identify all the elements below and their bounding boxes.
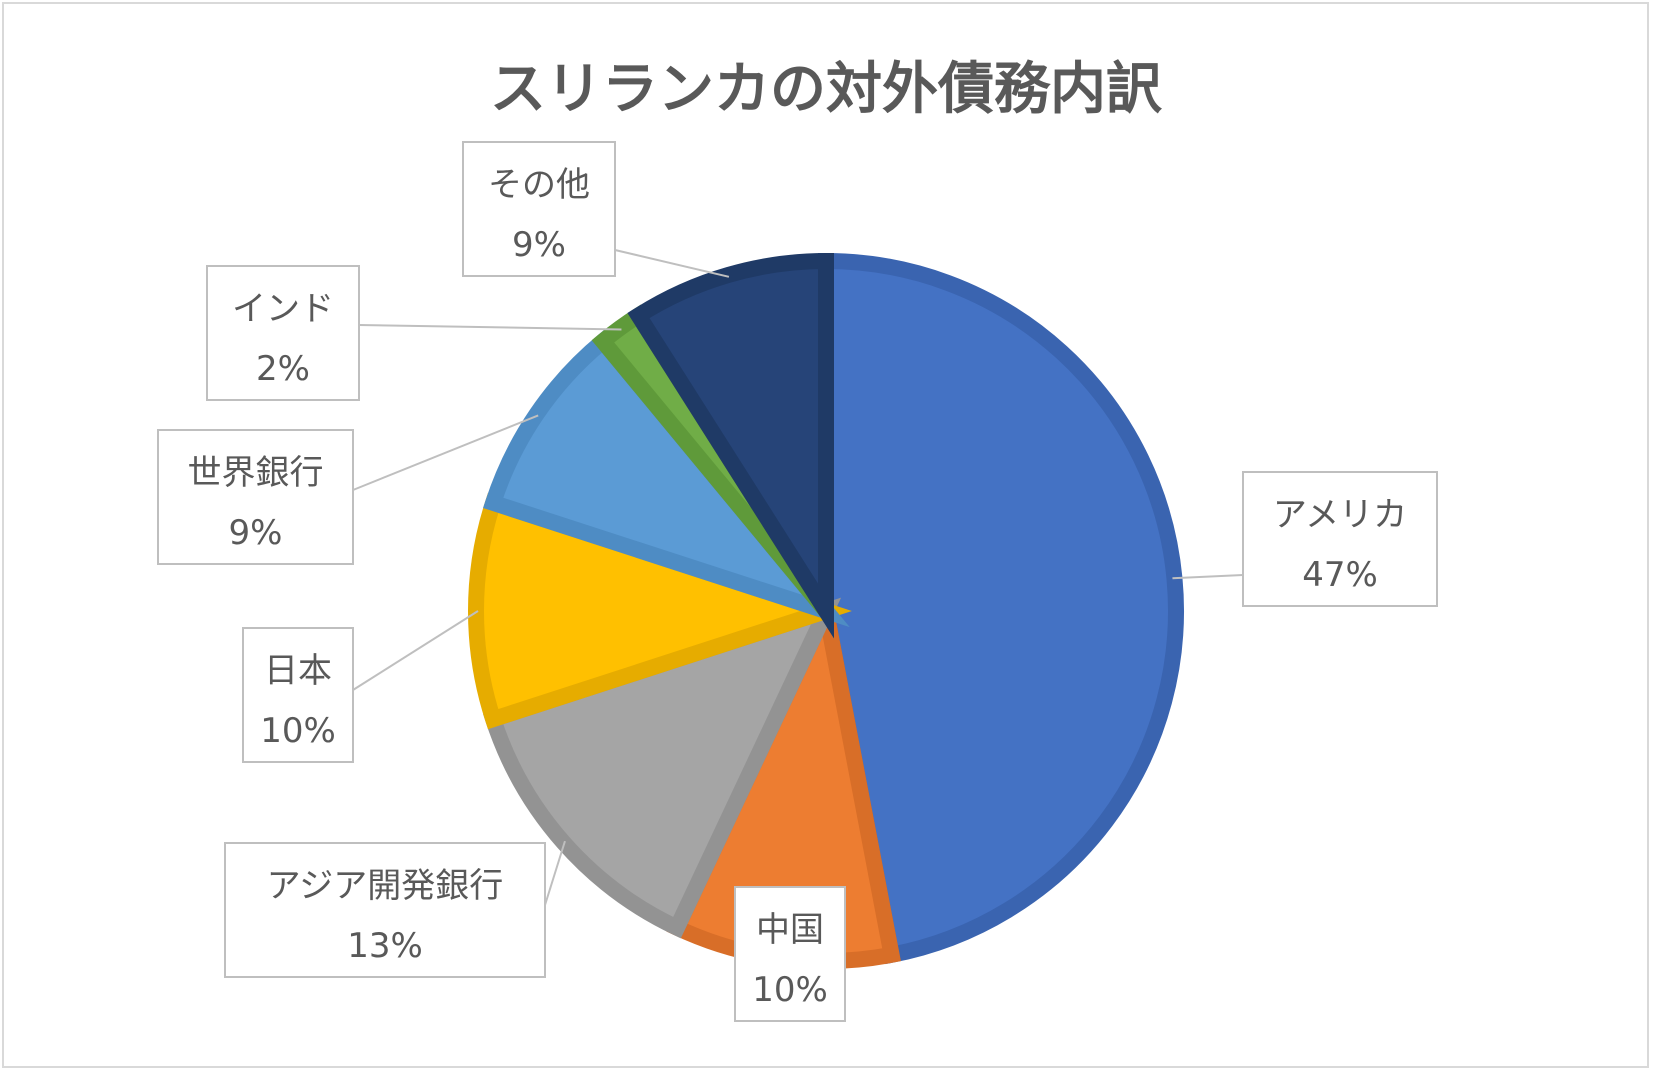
data-label-category: その他: [488, 165, 590, 205]
data-label-percent: 9%: [512, 225, 566, 265]
pie-slice: [468, 492, 852, 730]
leader-line: [1172, 574, 1244, 580]
data-label-category: 中国: [756, 910, 824, 950]
data-label-percent: 10%: [260, 711, 336, 751]
data-labels: アメリカ 47% 中国 10% アジア開発銀行 13% 日本 10% 世界銀行 9% インド 2% その…: [157, 141, 1438, 1022]
chart-title: スリランカの対外債務内訳: [490, 57, 1163, 122]
data-label-category: インド: [232, 289, 334, 329]
pie-slice: [483, 330, 850, 628]
leader-line: [352, 610, 479, 691]
data-label-category: 日本: [264, 651, 332, 691]
pie-slice: [627, 252, 834, 639]
leader-line: [352, 414, 539, 491]
pie-slices: [468, 252, 1184, 969]
leader-line: [614, 249, 730, 278]
data-label-category: 世界銀行: [188, 453, 324, 493]
data-label-box: [224, 842, 546, 978]
data-label-percent: 10%: [752, 970, 828, 1010]
leader-line: [358, 324, 622, 331]
data-label-box: [206, 265, 360, 401]
data-label-box: [157, 429, 354, 565]
data-label-box: [1242, 471, 1438, 607]
data-label-category: アジア開発銀行: [267, 866, 504, 906]
data-label-percent: 13%: [347, 926, 423, 966]
leader-lines: [352, 249, 1244, 957]
leader-line: [544, 840, 566, 906]
data-label-box: [734, 886, 846, 1022]
data-label-percent: 2%: [256, 349, 310, 389]
data-label-percent: 9%: [229, 513, 283, 553]
data-label-percent: 47%: [1302, 555, 1378, 595]
data-label-box: [242, 627, 354, 763]
data-label-category: アメリカ: [1273, 495, 1407, 535]
data-label-box: [462, 141, 616, 277]
